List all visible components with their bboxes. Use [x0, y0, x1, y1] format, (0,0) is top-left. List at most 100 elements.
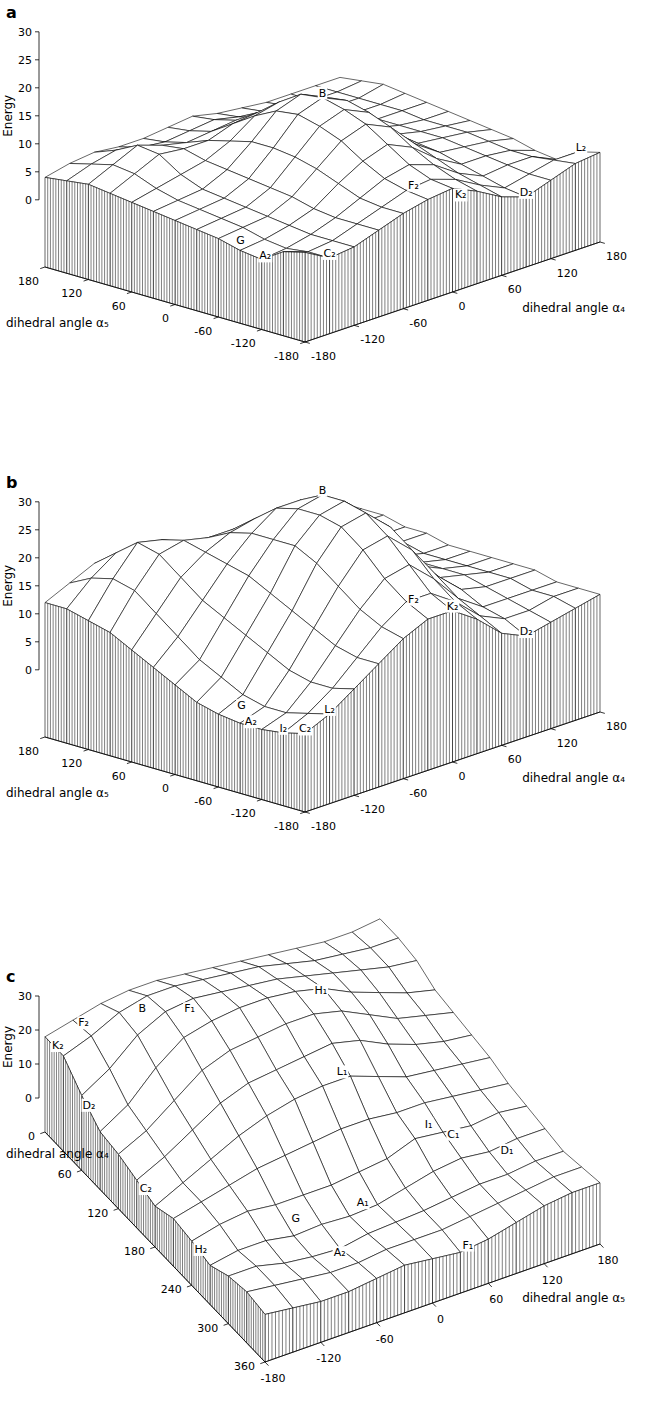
wall-hatch	[193, 700, 194, 780]
wall-hatch	[129, 1170, 130, 1220]
wall-hatch	[242, 1288, 243, 1338]
wall-hatch	[338, 705, 339, 801]
wall-hatch	[161, 1211, 162, 1254]
wall-hatch	[498, 196, 499, 276]
point-label: C₂	[139, 1182, 153, 1195]
tick	[551, 259, 556, 260]
wall-hatch	[317, 724, 318, 808]
label-patch	[279, 722, 289, 735]
wall-hatch	[180, 223, 181, 306]
point-label: F₁	[183, 1002, 196, 1015]
wall	[262, 252, 284, 336]
wall-hatch	[260, 1309, 261, 1357]
wall-hatch	[437, 616, 438, 767]
wall-hatch	[202, 705, 203, 782]
wall-hatch	[489, 194, 490, 279]
wall	[67, 609, 89, 750]
wall-hatch	[357, 245, 358, 324]
wall-hatch	[351, 248, 352, 326]
wall-hatch	[269, 731, 270, 802]
wall-hatch	[464, 190, 465, 288]
point-label-text: K₂	[447, 600, 459, 613]
wall-hatch	[189, 1238, 190, 1283]
axis-line	[45, 1132, 265, 1362]
wall-hatch	[338, 254, 339, 331]
wall-hatch	[212, 711, 213, 785]
wall-hatch	[381, 661, 382, 786]
wall-hatch	[172, 219, 173, 303]
label-patch	[244, 715, 258, 728]
wall-hatch	[112, 635, 113, 757]
tick-label: 360	[234, 1360, 255, 1373]
tick-label: 30	[18, 26, 32, 39]
point-label: D₂	[519, 625, 534, 638]
wall	[218, 714, 240, 793]
wall-hatch	[234, 721, 235, 792]
tick	[453, 762, 458, 763]
wall-hatch	[248, 726, 249, 796]
wall-hatch	[366, 239, 367, 322]
axis-title: dihedral angle α₄	[6, 1147, 109, 1161]
wall-hatch	[219, 1271, 220, 1314]
wall-hatch	[520, 635, 521, 739]
tick	[114, 1209, 119, 1211]
wall-hatch	[523, 636, 524, 738]
point-label: A₂	[333, 1246, 347, 1259]
tick-label: -60	[376, 1333, 394, 1346]
wall	[175, 221, 197, 311]
wall-hatch	[434, 617, 435, 768]
wall-hatch	[118, 197, 119, 288]
wall-hatch	[593, 1185, 594, 1246]
wall-hatch	[486, 193, 487, 280]
wall-hatch	[91, 622, 92, 750]
tick-label: 0	[437, 1313, 444, 1326]
wall-hatch	[74, 613, 75, 745]
wall-hatch	[177, 1224, 178, 1271]
wall-hatch	[541, 627, 542, 731]
label-patch	[258, 249, 272, 262]
wall-hatch	[139, 657, 140, 765]
wall-hatch	[449, 190, 450, 293]
wall-hatch	[125, 1164, 126, 1216]
label-patch	[519, 625, 534, 638]
point-label-text: I₂	[280, 722, 288, 735]
wall-hatch	[250, 726, 251, 796]
wall-hatch	[278, 1311, 279, 1357]
wall-hatch	[180, 1227, 181, 1273]
wall-hatch	[122, 1161, 123, 1214]
wall-hatch	[69, 181, 70, 274]
wall-hatch	[207, 708, 208, 784]
wall-hatch	[69, 610, 70, 744]
wall-hatch	[526, 1216, 527, 1270]
axis-title: Energy	[1, 1026, 15, 1068]
wall-hatch	[182, 1230, 183, 1276]
wall-hatch	[226, 243, 227, 319]
wall-hatch	[150, 665, 151, 767]
wall-hatch	[572, 166, 573, 252]
tick	[170, 305, 175, 307]
wall-hatch	[248, 254, 249, 326]
wall-hatch	[317, 255, 318, 338]
point-label-text: D₂	[83, 1099, 96, 1112]
wall-hatch	[271, 1313, 272, 1360]
wall-hatch	[120, 198, 121, 289]
wall-hatch	[118, 639, 119, 758]
wall-hatch	[565, 1196, 566, 1256]
axis-line	[305, 242, 600, 342]
wall-hatch	[80, 616, 81, 747]
wall-hatch	[308, 253, 309, 341]
wall	[544, 1193, 572, 1264]
point-label-text: G	[236, 234, 245, 247]
wall-hatch	[434, 197, 435, 299]
wall-hatch	[101, 190, 102, 283]
tick	[35, 669, 39, 670]
wall-hatch	[464, 615, 465, 758]
wall-hatch	[504, 634, 505, 745]
wall-hatch	[357, 686, 358, 795]
tick	[265, 1362, 268, 1366]
tick	[544, 1264, 547, 1268]
point-label: L₂	[575, 141, 588, 154]
label-patch	[183, 1002, 196, 1015]
wall-hatch	[442, 1256, 443, 1299]
wall-hatch	[230, 1278, 231, 1326]
